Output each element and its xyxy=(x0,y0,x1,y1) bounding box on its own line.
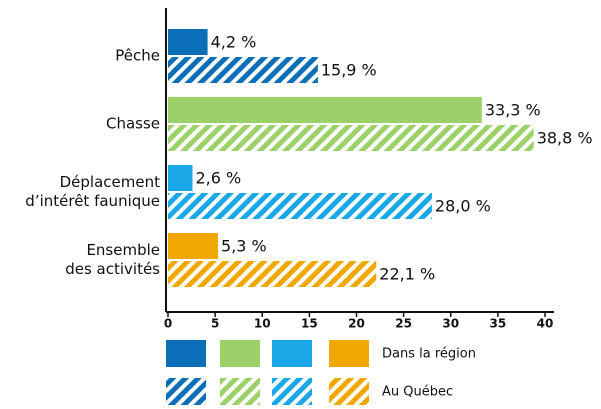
x-tick-label: 10 xyxy=(254,317,271,331)
bar xyxy=(168,125,534,151)
legend-swatch xyxy=(272,378,312,405)
legend-label: Dans la région xyxy=(382,347,476,362)
x-tick-label: 25 xyxy=(395,317,412,331)
legend-swatch xyxy=(166,378,206,405)
value-label: 5,3 % xyxy=(221,237,267,256)
bar xyxy=(168,57,318,83)
legend-swatch xyxy=(166,340,206,367)
legend-swatch xyxy=(220,378,260,405)
bar xyxy=(168,233,218,259)
bar xyxy=(168,165,193,191)
bar xyxy=(168,193,432,219)
bar xyxy=(168,261,377,287)
x-tick-label: 40 xyxy=(537,317,554,331)
category-label: Chasse xyxy=(105,114,160,133)
bar xyxy=(168,97,482,123)
legend-label: Au Québec xyxy=(382,385,453,400)
x-tick-label: 35 xyxy=(490,317,507,331)
category-label: Ensemble des activités xyxy=(65,241,160,278)
x-tick-label: 5 xyxy=(211,317,219,331)
legend-swatch xyxy=(329,340,369,367)
value-label: 15,9 % xyxy=(321,61,377,80)
bar xyxy=(168,29,208,55)
legend-swatch xyxy=(220,340,260,367)
value-label: 22,1 % xyxy=(379,265,435,284)
value-label: 28,0 % xyxy=(435,197,491,216)
category-label: Pêche xyxy=(115,46,160,65)
category-label: Déplacement d’intérêt faunique xyxy=(25,173,160,210)
legend-swatch xyxy=(272,340,312,367)
x-tick-label: 0 xyxy=(164,317,172,331)
x-tick-label: 20 xyxy=(348,317,365,331)
value-label: 2,6 % xyxy=(196,169,242,188)
value-label: 33,3 % xyxy=(485,101,541,120)
legend-swatch xyxy=(329,378,369,405)
value-label: 38,8 % xyxy=(537,129,593,148)
value-label: 4,2 % xyxy=(211,33,257,52)
x-tick-label: 15 xyxy=(301,317,318,331)
x-tick-label: 30 xyxy=(442,317,459,331)
